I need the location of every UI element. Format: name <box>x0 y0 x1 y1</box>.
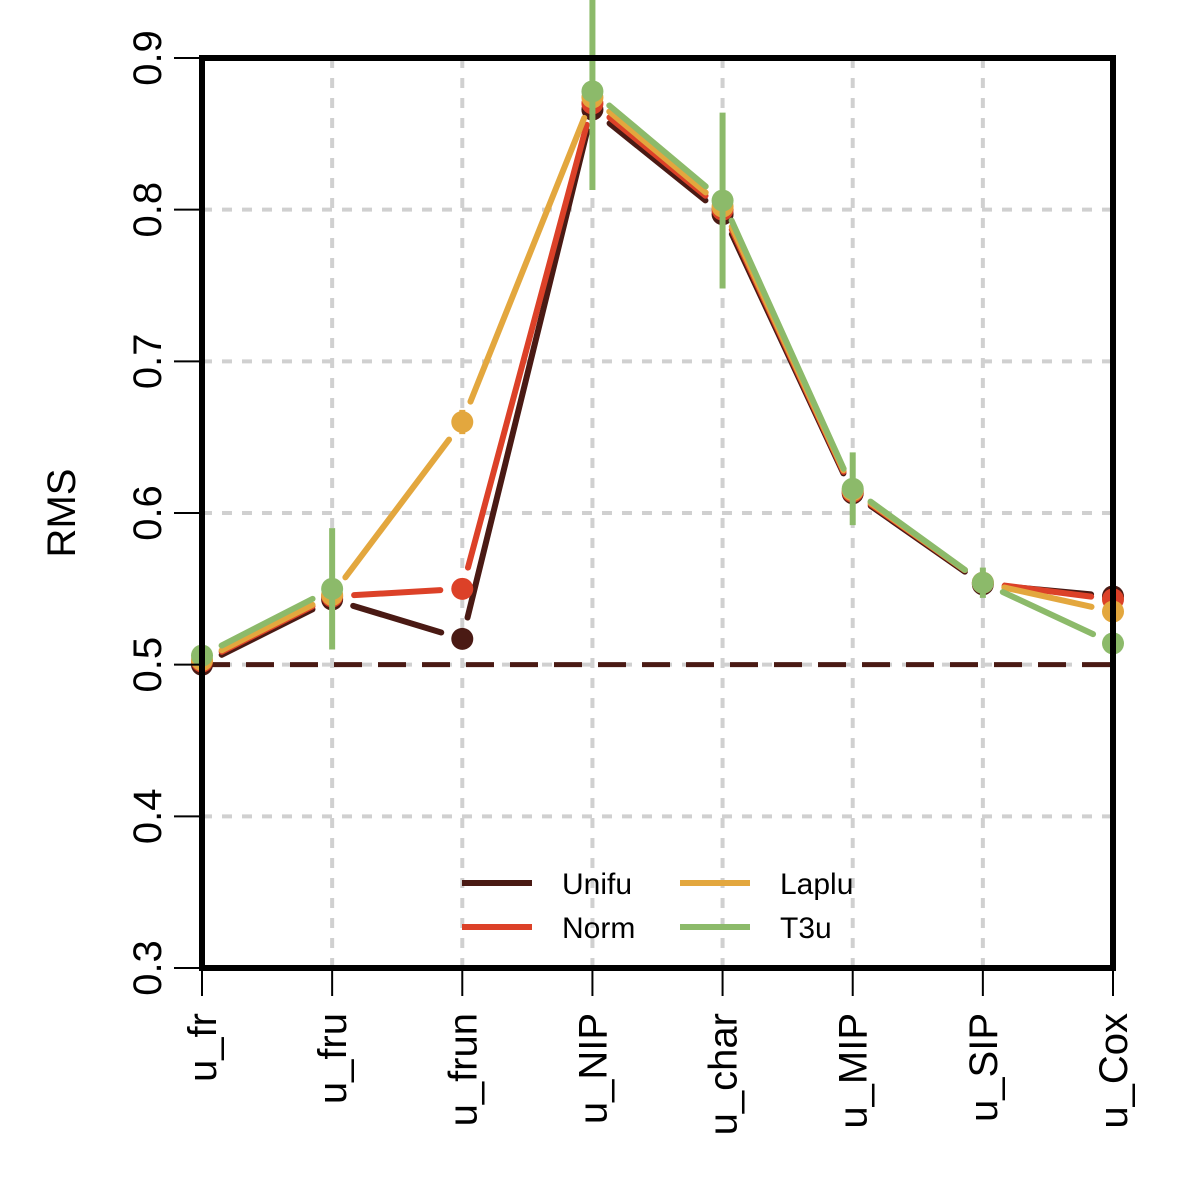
series-line-segment <box>351 587 444 599</box>
series-line-segment <box>218 601 316 654</box>
y-axis-title: RMS <box>40 469 84 558</box>
series-t3u <box>191 0 1124 667</box>
series-line-segment <box>342 436 453 581</box>
series-line-segment <box>867 498 969 573</box>
x-axis: u_fr u_fru u_frun u_NIP u_char u_MIP u_SIP u_Co… <box>181 968 1136 1135</box>
plot-frame <box>199 55 1116 971</box>
series-line-segment <box>1001 582 1095 600</box>
x-tick-label: u_frun <box>441 1013 485 1126</box>
x-tick-label: u_MIP <box>832 1013 876 1129</box>
legend-label: Unifu <box>562 868 632 901</box>
series-line-segment <box>999 589 1097 638</box>
y-tick-label: 0.7 <box>126 334 170 390</box>
x-tick-label: u_fru <box>311 1013 355 1104</box>
data-point <box>711 189 734 212</box>
x-tick-label: u_char <box>702 1013 746 1135</box>
series-line-segment <box>464 121 590 571</box>
series-line-segment <box>728 217 847 472</box>
series-line-segment <box>606 120 709 204</box>
data-point <box>321 577 344 600</box>
data-point <box>841 477 864 500</box>
x-tick-label: u_Cox <box>1092 1013 1136 1129</box>
y-tick-label: 0.6 <box>126 485 170 541</box>
series-line-segment <box>1001 584 1095 610</box>
data-point <box>451 411 474 433</box>
y-tick-label: 0.3 <box>126 940 170 996</box>
y-tick-label: 0.4 <box>126 789 170 845</box>
legend: Unifu Norm Laplu T3u <box>462 868 853 945</box>
legend-item-norm: Norm <box>462 912 635 945</box>
series-line-segment <box>467 114 588 405</box>
grid-lines <box>200 56 1115 970</box>
series-line-segment <box>464 127 591 621</box>
data-point <box>451 627 474 650</box>
data-point <box>971 571 994 594</box>
legend-item-unifu: Unifu <box>462 868 632 901</box>
series-group <box>191 0 1124 676</box>
y-tick-label: 0.5 <box>126 637 170 693</box>
series-line-segment <box>350 602 445 636</box>
series-line-segment <box>606 102 709 190</box>
x-tick-label: u_NIP <box>571 1013 615 1124</box>
data-point <box>581 80 604 103</box>
legend-label: Laplu <box>780 868 853 901</box>
y-tick-label: 0.8 <box>126 182 170 238</box>
legend-label: T3u <box>780 912 832 945</box>
x-tick-label: u_fr <box>181 1013 225 1082</box>
legend-item-laplu: Laplu <box>680 868 853 901</box>
x-tick-label: u_SIP <box>962 1013 1006 1122</box>
y-tick-label: 0.9 <box>126 30 170 86</box>
data-point <box>451 577 474 600</box>
series-line-segment <box>218 595 316 649</box>
legend-label: Norm <box>562 912 635 945</box>
series-line-segment <box>606 108 709 196</box>
legend-item-t3u: T3u <box>680 912 832 945</box>
y-axis: 0.3 0.4 0.5 0.6 0.7 0.8 0.9 <box>126 30 202 996</box>
